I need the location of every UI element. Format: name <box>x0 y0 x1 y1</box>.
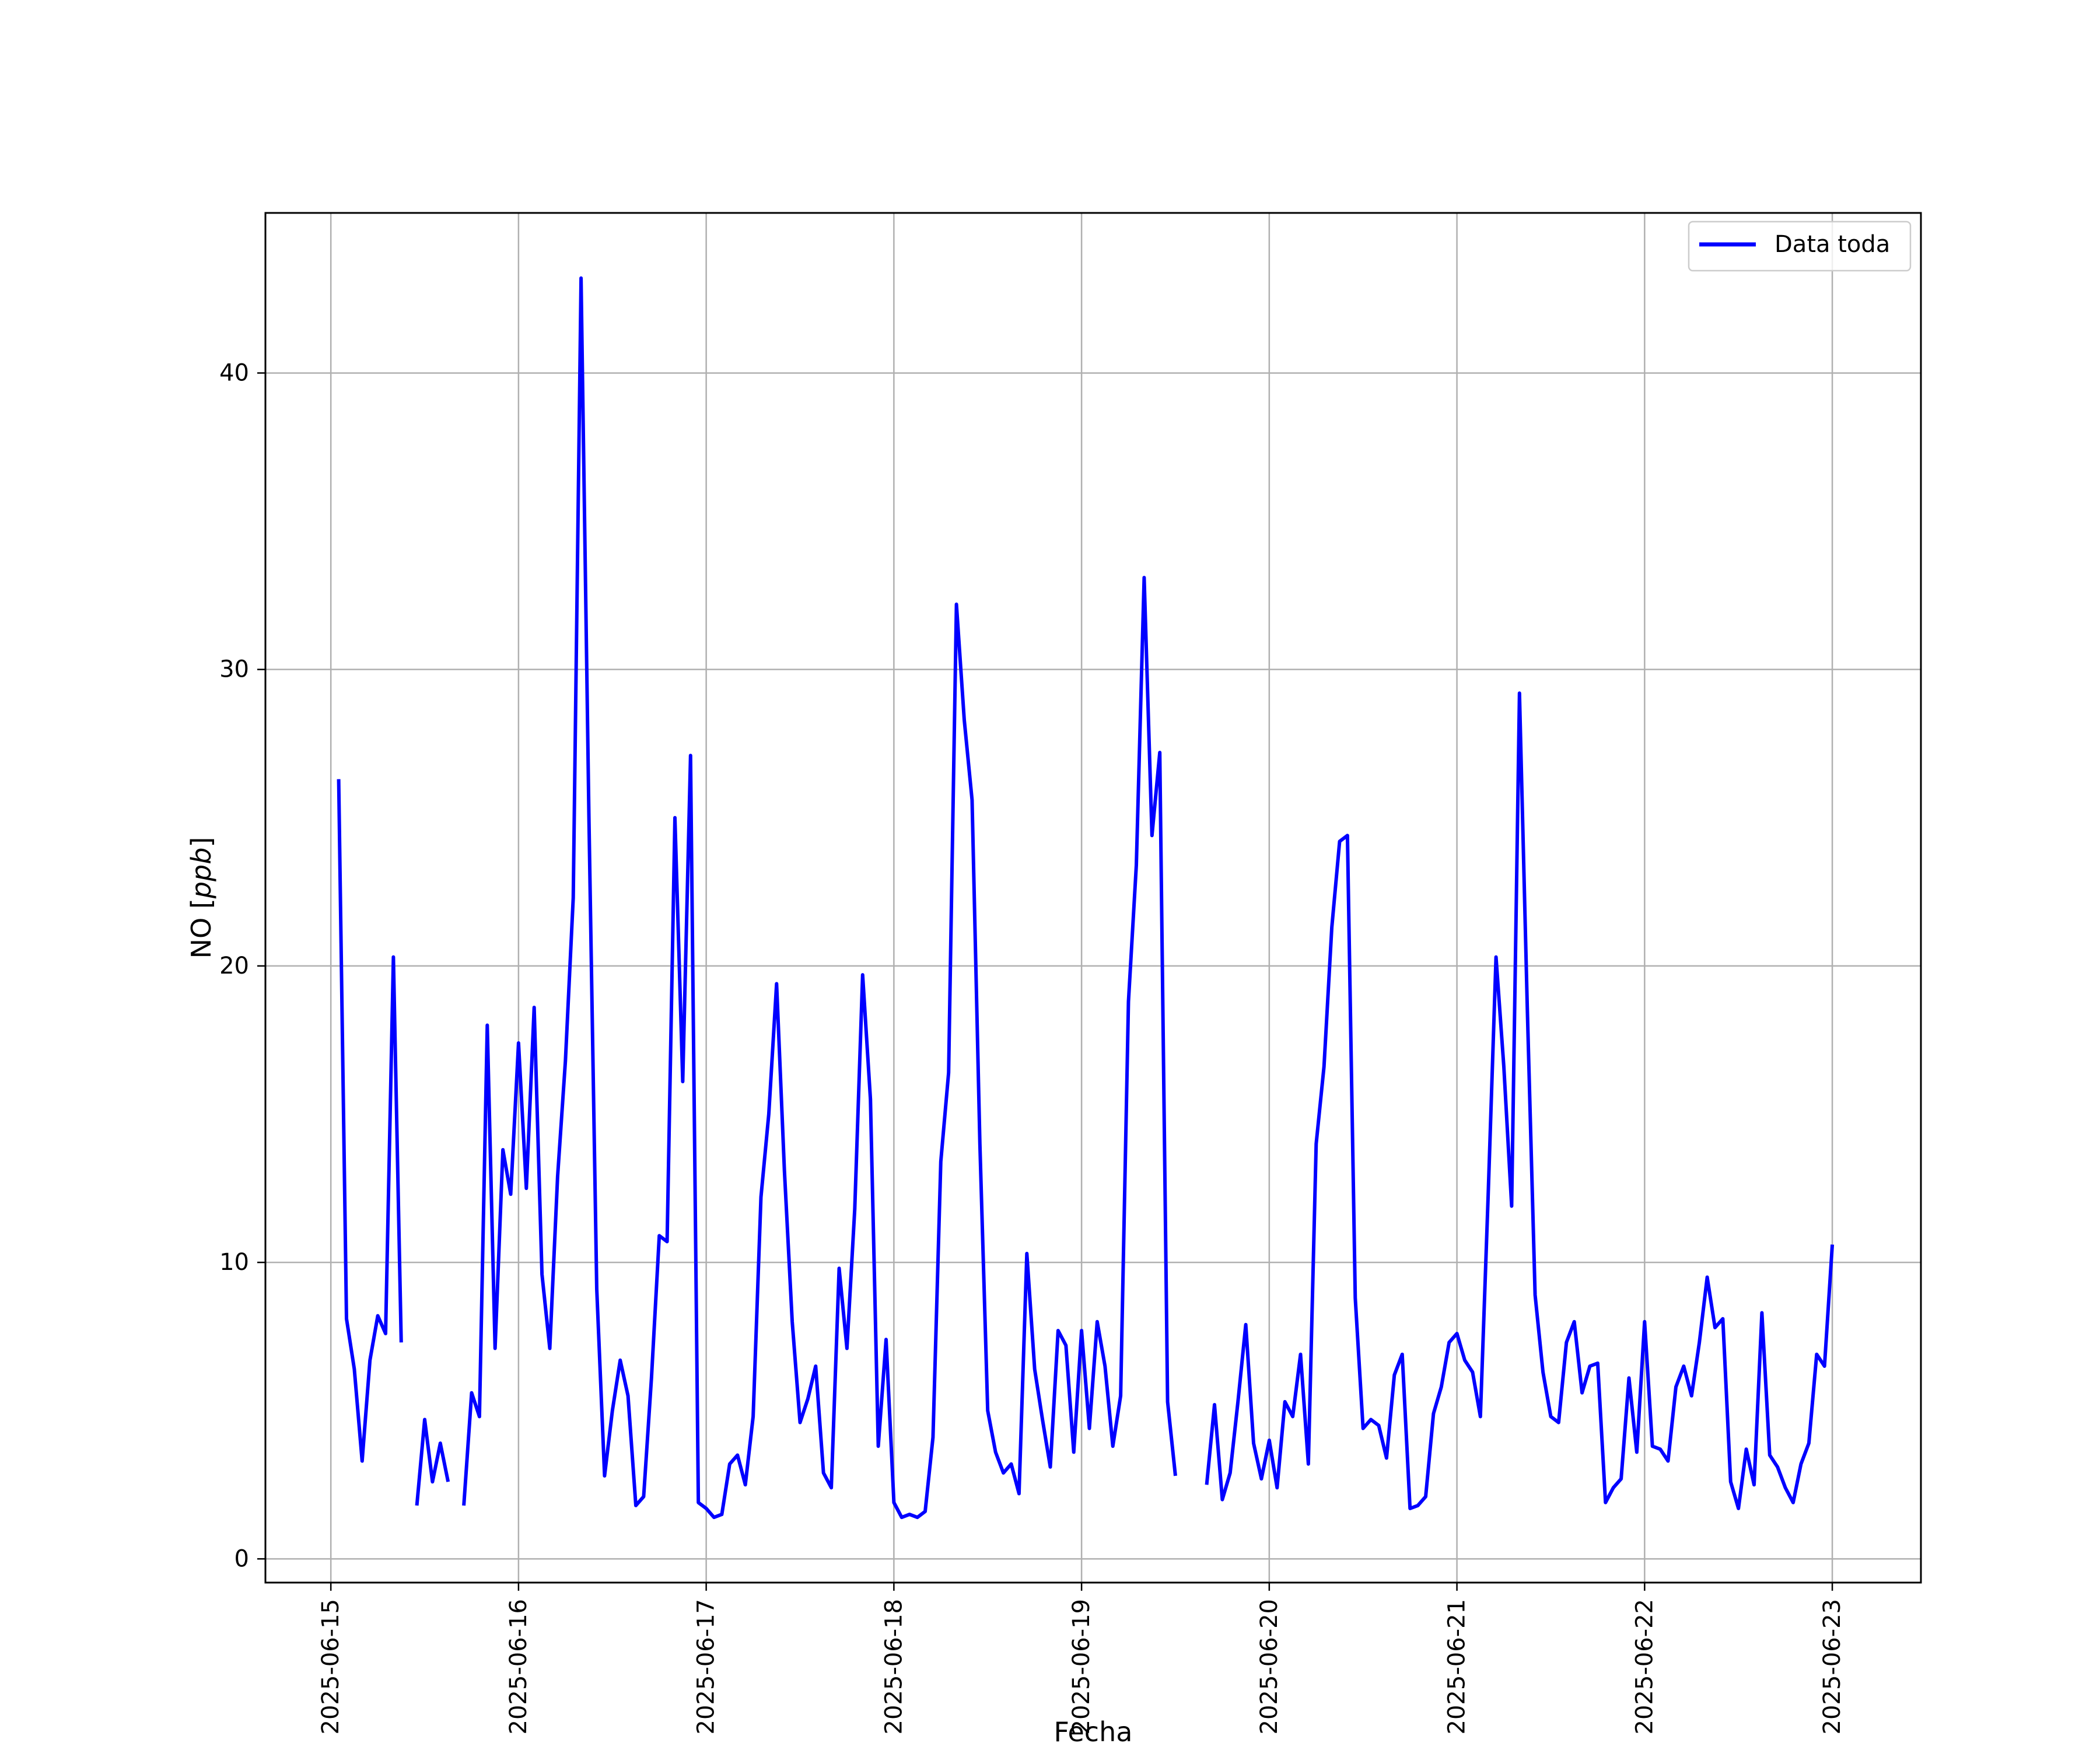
series-segment <box>1205 691 1835 1510</box>
y-axis-title-close: ] <box>186 837 217 848</box>
x-axis-ticks: 2025-06-15 2025-06-16 2025-06-17 2025-06-18… <box>317 1583 1846 1734</box>
legend: Data toda <box>1688 220 1912 272</box>
x-tick-label: 2025-06-17 <box>693 1599 720 1734</box>
grid <box>265 213 1921 1583</box>
y-axis-title-unit: ppb <box>186 848 217 900</box>
plot-frame <box>264 212 1922 1584</box>
y-tick-label: 20 <box>219 953 249 979</box>
x-axis-title: Fecha <box>1054 1716 1133 1748</box>
x-tick-label: 2025-06-18 <box>880 1599 907 1734</box>
x-tick-label: 2025-06-21 <box>1444 1599 1471 1734</box>
y-tick-label: 0 <box>235 1545 249 1572</box>
series-layer <box>337 276 1835 1520</box>
series-line <box>337 276 1835 1520</box>
legend-box <box>1688 220 1912 272</box>
x-tick-label: 2025-06-19 <box>1068 1599 1095 1734</box>
y-axis-title: NO [ppb] <box>186 837 217 959</box>
y-tick-label: 40 <box>219 359 249 386</box>
legend-label: Data toda <box>1774 231 1890 258</box>
series-segment <box>415 1418 450 1506</box>
x-tick-label: 2025-06-16 <box>505 1599 532 1734</box>
y-axis-title-main: NO [ <box>186 898 217 958</box>
x-tick-label: 2025-06-15 <box>317 1599 344 1734</box>
series-segment <box>462 276 1177 1520</box>
x-tick-label: 2025-06-23 <box>1819 1599 1846 1734</box>
y-tick-label: 30 <box>219 656 249 683</box>
x-tick-label: 2025-06-22 <box>1631 1599 1658 1734</box>
y-tick-label: 10 <box>219 1249 249 1276</box>
y-axis-ticks: 0 10 20 30 40 <box>219 359 265 1572</box>
series-segment <box>337 779 403 1463</box>
x-tick-label: 2025-06-20 <box>1256 1599 1283 1734</box>
